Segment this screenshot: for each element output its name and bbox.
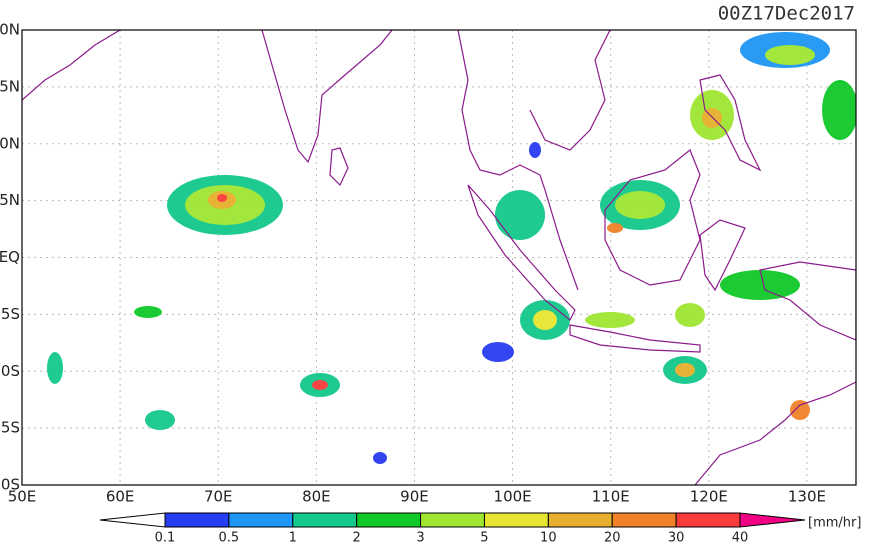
lon-tick-label: 50E	[8, 488, 37, 506]
lat-tick-label: 20N	[0, 21, 20, 39]
colorbar-label: 5	[480, 531, 488, 544]
map-title: 00Z17Dec2017	[718, 3, 855, 25]
lon-tick-label: 130E	[788, 488, 826, 506]
lat-tick-label: 10S	[0, 362, 20, 380]
lon-tick-label: 80E	[302, 488, 331, 506]
lat-tick-label: 15N	[0, 77, 20, 95]
rain-blobs	[47, 32, 856, 464]
colorbar-label: 3	[416, 531, 424, 544]
lon-tick-label: 120E	[690, 488, 728, 506]
colorbar-label: 10	[540, 531, 557, 544]
plot-frame	[21, 29, 857, 486]
colorbar-label: 20	[604, 531, 621, 544]
colorbar-label: 30	[668, 531, 685, 544]
lat-tick-label: 20S	[0, 476, 20, 494]
colorbar-label: 2	[353, 531, 361, 544]
lat-tick-label: EQ	[0, 248, 20, 266]
colorbar-label: 0.5	[219, 531, 240, 544]
colorbar-box	[611, 512, 677, 528]
colorbar-box	[164, 512, 230, 528]
lat-tick-label: 10N	[0, 134, 20, 152]
colorbar-box	[547, 512, 613, 528]
colorbar-box	[675, 512, 741, 528]
coastlines	[22, 30, 856, 485]
colorbar-label: 0.1	[155, 531, 176, 544]
colorbar	[99, 512, 806, 528]
lon-tick-label: 90E	[400, 488, 429, 506]
lon-tick-label: 100E	[494, 488, 532, 506]
colorbar-unit: [mm/hr]	[808, 516, 861, 531]
colorbar-box	[356, 512, 422, 528]
lon-tick-label: 110E	[592, 488, 630, 506]
lon-tick-label: 70E	[204, 488, 233, 506]
colorbar-high-triangle	[739, 512, 806, 528]
colorbar-box	[228, 512, 294, 528]
colorbar-box	[292, 512, 358, 528]
precip-field	[22, 30, 856, 485]
lat-tick-label: 5S	[1, 305, 20, 323]
colorbar-label: 40	[732, 531, 749, 544]
lat-tick-label: 5N	[0, 191, 20, 209]
colorbar-box	[420, 512, 485, 528]
colorbar-label: 1	[289, 531, 297, 544]
colorbar-low-triangle	[99, 512, 166, 528]
lat-tick-label: 15S	[0, 419, 20, 437]
lon-tick-label: 60E	[106, 488, 135, 506]
colorbar-box	[483, 512, 549, 528]
